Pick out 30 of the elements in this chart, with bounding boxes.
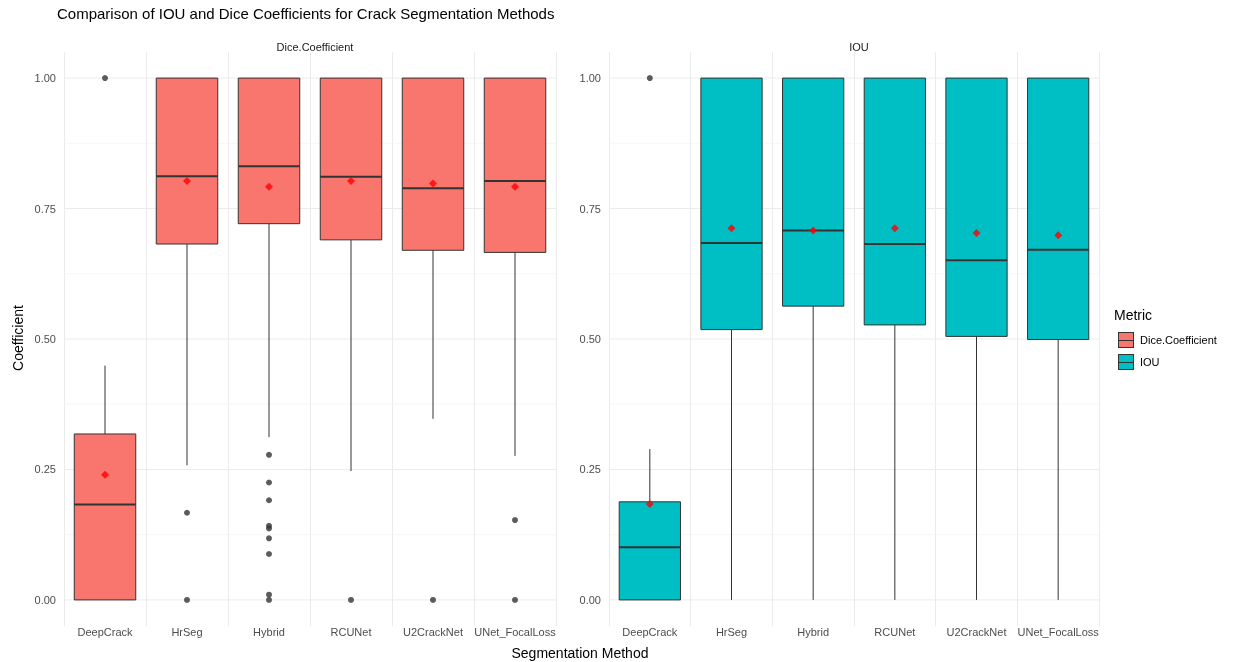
- legend-label: Dice.Coefficient: [1140, 334, 1217, 346]
- x-tick-label: HrSeg: [715, 625, 748, 638]
- x-tick-label: Hybrid: [253, 625, 285, 638]
- legend-title: Metric: [1114, 307, 1154, 323]
- y-tick-label: 0.25: [579, 463, 601, 476]
- chart-title: Comparison of IOU and Dice Coefficients for Crack Segmentation Methods: [57, 5, 555, 22]
- y-tick-label: 0.75: [34, 202, 56, 215]
- x-tick-label: UNet_FocalLoss: [474, 625, 557, 638]
- x-tick-label: UNet_FocalLoss: [1017, 625, 1100, 638]
- x-tick-label: HrSeg: [171, 625, 203, 638]
- y-tick-label: 1.00: [34, 72, 56, 85]
- x-tick-label: U2CrackNet: [946, 625, 1007, 638]
- x-tick-label: DeepCrack: [622, 625, 678, 638]
- x-tick-label: Hybrid: [797, 625, 830, 638]
- x-axis-title: Segmentation Method: [510, 645, 650, 661]
- x-tick-label: DeepCrack: [77, 625, 134, 638]
- x-tick-label: RCUNet: [330, 625, 372, 638]
- chart-subtitle: Dice.Coefficient: [276, 40, 354, 53]
- y-tick-label: 0.50: [579, 333, 601, 345]
- y-tick-label: 0.25: [34, 463, 56, 476]
- y-tick-label: 0.00: [34, 593, 56, 606]
- y-tick-label: 0.00: [579, 593, 601, 606]
- y-axis-title: Coefficient: [10, 304, 26, 373]
- y-tick-label: 0.50: [34, 333, 56, 345]
- y-tick-label: 1.00: [579, 72, 601, 85]
- legend-label: IOU: [1140, 356, 1160, 368]
- x-tick-label: RCUNet: [874, 625, 916, 638]
- y-tick-label: 0.75: [579, 202, 601, 215]
- chart-subtitle: IOU: [849, 40, 869, 53]
- x-tick-label: U2CrackNet: [403, 625, 463, 638]
